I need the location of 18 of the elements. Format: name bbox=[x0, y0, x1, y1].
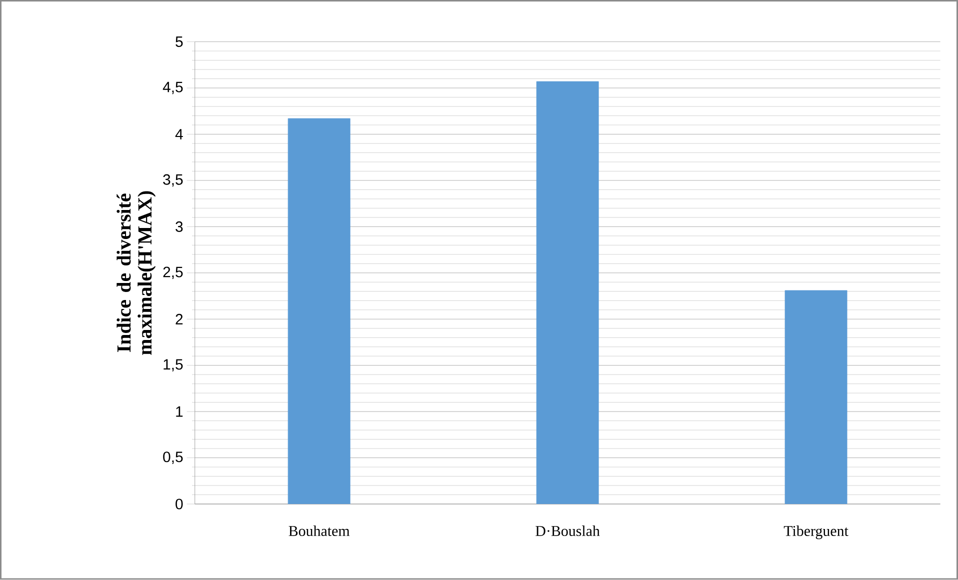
y-tick-label: 1,5 bbox=[164, 359, 183, 372]
y-axis-title: Indice de diversité maximale(H'MAX) bbox=[116, 191, 156, 355]
y-tick-label: 5 bbox=[176, 36, 183, 48]
bar bbox=[536, 81, 599, 504]
bar bbox=[784, 290, 848, 504]
x-tick-label: Tiberguent bbox=[784, 526, 848, 540]
y-tick-label: 0 bbox=[176, 498, 183, 510]
x-tick-label: Bouhatem bbox=[288, 526, 350, 536]
y-tick-label: 2 bbox=[176, 314, 183, 324]
bar bbox=[288, 118, 350, 504]
y-tick-label: 4 bbox=[175, 129, 183, 140]
y-tick-label: 2,5 bbox=[163, 266, 183, 280]
y-tick-label: 3,5 bbox=[163, 174, 183, 187]
x-tick-label: D·Bouslah bbox=[536, 526, 600, 536]
y-tick-label: 0,5 bbox=[163, 452, 183, 464]
y-tick-label: 1 bbox=[176, 406, 183, 417]
y-tick-label: 3 bbox=[176, 221, 183, 232]
y-tick-label: 4,5 bbox=[162, 82, 183, 94]
